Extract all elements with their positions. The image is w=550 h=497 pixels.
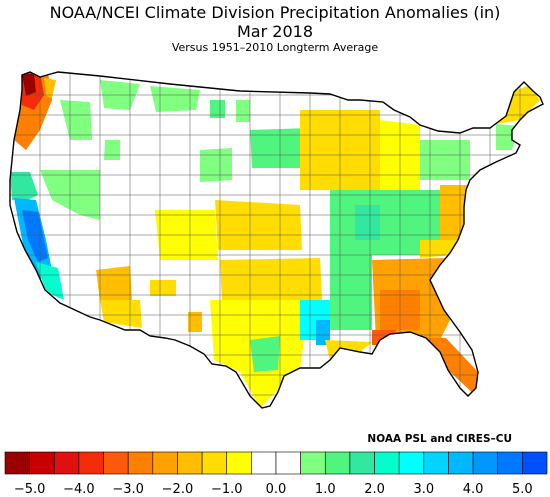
legend-tick-label: 3.0 [413,482,434,497]
region-oklahoma [220,258,322,300]
map-title: NOAA/NCEI Climate Division Precipitation… [49,3,501,22]
region-lower-mississippi-core [316,320,330,345]
region-mid-atlantic [440,185,468,240]
legend-swatch [423,451,449,475]
region-arizona-north [96,266,132,302]
region-new-mexico-north [150,280,176,296]
legend-swatch [251,451,277,475]
legend-tick-label: 4.0 [463,482,484,497]
legend-tick-label: 2.0 [364,482,385,497]
legend-ticks: −5.0 −4.0 −3.0 −2.0 −1.0 0.0 1.0 2.0 3.0 4.0 5.0 [14,482,533,497]
region-north-dakota-central [236,100,250,122]
legend-swatch [448,451,474,475]
us-precipitation-anomaly-map [9,71,544,409]
region-virginia-south [420,240,460,258]
region-central-california-core [22,210,48,262]
region-ohio-valley-core [355,205,380,240]
region-utah-north [104,140,120,160]
data-credit: NOAA PSL and CIRES–CU [367,433,512,445]
region-arizona-south [100,300,142,328]
legend-swatch [177,451,203,475]
region-northern-california [10,172,38,200]
legend-swatch [103,451,129,475]
region-northern-plains [250,128,312,168]
legend-swatch [472,451,499,475]
region-new-mexico-south [188,312,202,332]
legend-tick-label: −5.0 [14,482,46,497]
legend-swatch [127,451,154,475]
region-wyoming-east [200,148,232,182]
map-subtitle: Versus 1951–2010 Longterm Average [171,41,379,54]
legend-tick-label: −4.0 [63,482,95,497]
legend-swatch [29,451,55,475]
legend-swatch [226,451,252,475]
legend-tick-label: −2.0 [162,482,194,497]
legend-swatch [349,451,375,475]
legend-tick-label: −3.0 [112,482,144,497]
division-lines [10,72,543,408]
region-montana-east [150,86,200,112]
legend-swatch [4,451,30,475]
legend-swatch [522,451,548,475]
legend-swatch [201,451,228,475]
legend-tick-label: −1.0 [211,482,243,497]
legend-swatch [53,451,80,475]
legend-swatch [497,451,523,475]
legend-swatches [4,451,548,475]
legend-swatch [78,451,104,475]
region-southern-california-coast [36,262,64,300]
legend-tick-label: 0.0 [266,482,287,497]
legend-swatch [300,451,326,475]
legend-tick-label: 5.0 [512,482,533,497]
region-central-plains [215,200,302,250]
region-north-dakota-west [210,100,225,118]
region-texas-central [250,336,280,372]
legend-tick-label: 1.0 [315,482,336,497]
region-pennsylvania-ny [420,140,470,180]
region-lower-mississippi [330,255,372,330]
region-idaho [60,100,92,140]
legend-swatch [398,451,425,475]
legend-swatch [275,451,301,475]
legend-swatch [324,451,351,475]
region-eastern-washington [44,78,56,98]
region-pacific-northwest-coast [22,74,36,96]
map-period: Mar 2018 [237,22,313,41]
color-legend: −5.0 −4.0 −3.0 −2.0 −1.0 0.0 1.0 2.0 3.0 4.0 5.0 [4,451,548,497]
legend-swatch [374,451,400,475]
legend-swatch [152,451,178,475]
